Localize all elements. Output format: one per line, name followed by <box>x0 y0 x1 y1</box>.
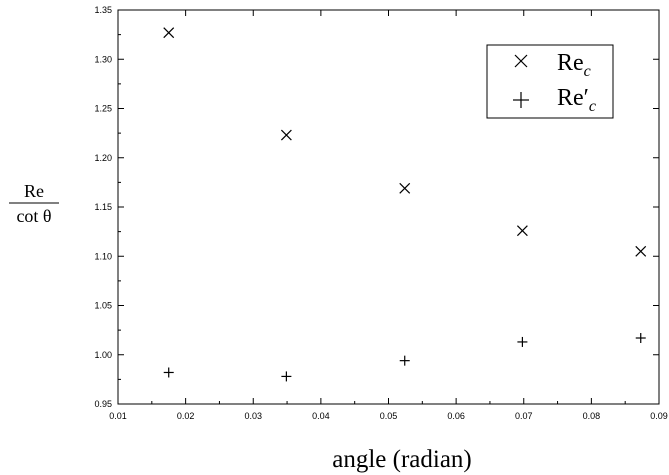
y-tick-label: 1.15 <box>94 202 112 212</box>
y-tick-label: 1.25 <box>94 104 112 114</box>
x-axis-label: angle (radian) <box>332 446 472 473</box>
x-tick-label: 0.02 <box>177 411 195 421</box>
y-tick-label: 1.30 <box>94 54 112 64</box>
x-tick-label: 0.08 <box>583 411 601 421</box>
x-tick-label: 0.07 <box>515 411 533 421</box>
data-point-x-marker <box>281 130 291 140</box>
x-tick-label: 0.06 <box>447 411 465 421</box>
x-tick-label: 0.01 <box>109 411 127 421</box>
y-tick-label: 1.20 <box>94 153 112 163</box>
y-tick-label: 1.05 <box>94 301 112 311</box>
x-tick-label: 0.09 <box>650 411 668 421</box>
data-point-plus-marker <box>281 371 291 381</box>
data-point-x-marker <box>164 28 174 38</box>
y-tick-label: 0.95 <box>94 399 112 409</box>
y-tick-label: 1.00 <box>94 350 112 360</box>
y-tick-label: 1.35 <box>94 5 112 15</box>
data-point-x-marker <box>517 226 527 236</box>
data-point-plus-marker <box>517 337 527 347</box>
y-tick-label: 1.10 <box>94 251 112 261</box>
legend: Rec Re′c <box>487 45 613 118</box>
data-point-plus-marker <box>400 356 410 366</box>
x-tick-label: 0.05 <box>380 411 398 421</box>
data-point-plus-marker <box>164 367 174 377</box>
x-tick-label: 0.03 <box>244 411 262 421</box>
y-axis-label-numerator: Re <box>24 181 44 201</box>
data-point-x-marker <box>636 246 646 256</box>
y-axis-label-denominator: cot θ <box>16 206 51 226</box>
data-point-x-marker <box>400 183 410 193</box>
x-tick-label: 0.04 <box>312 411 330 421</box>
data-point-plus-marker <box>636 333 646 343</box>
y-axis-label: Re cot θ <box>9 181 59 226</box>
